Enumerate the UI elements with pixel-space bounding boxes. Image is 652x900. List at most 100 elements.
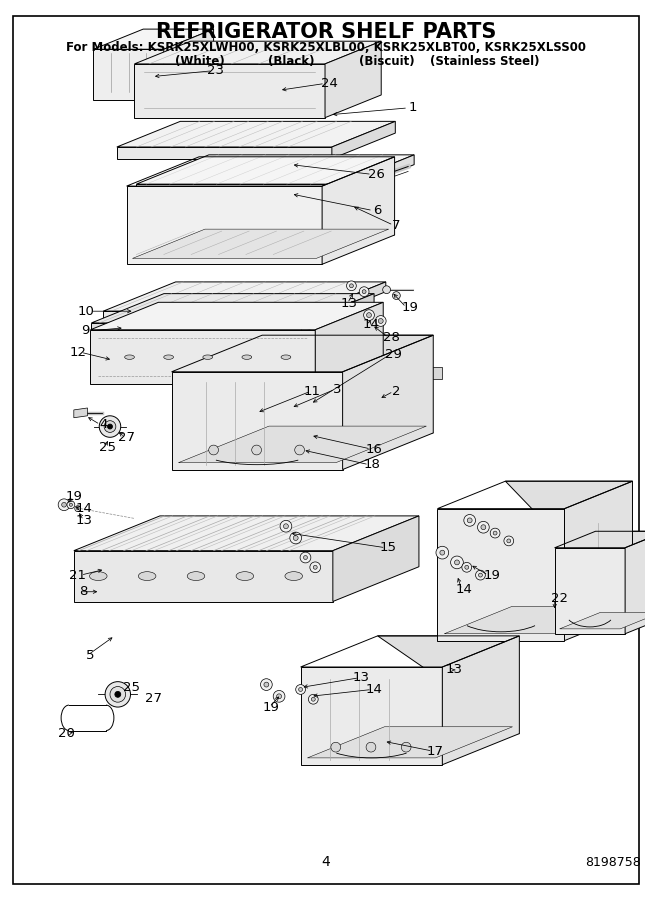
Circle shape (308, 695, 318, 704)
Circle shape (209, 446, 218, 454)
Circle shape (493, 531, 497, 535)
Circle shape (104, 420, 116, 432)
Polygon shape (314, 282, 386, 321)
Polygon shape (91, 293, 374, 323)
Text: 6: 6 (373, 204, 381, 217)
Circle shape (314, 565, 318, 569)
Circle shape (296, 685, 306, 695)
Polygon shape (91, 323, 302, 333)
Text: 8198758: 8198758 (585, 856, 642, 869)
Text: 14: 14 (363, 319, 379, 331)
Text: 12: 12 (69, 346, 86, 359)
Circle shape (290, 532, 302, 544)
Text: 13: 13 (445, 663, 462, 677)
Circle shape (490, 528, 500, 538)
Polygon shape (126, 186, 322, 265)
Circle shape (378, 319, 383, 323)
Circle shape (293, 536, 298, 540)
Polygon shape (333, 516, 419, 601)
Text: 18: 18 (364, 458, 380, 472)
Polygon shape (302, 293, 374, 333)
Text: 4: 4 (321, 856, 331, 869)
Polygon shape (91, 302, 383, 329)
Text: 19: 19 (65, 491, 82, 503)
Ellipse shape (203, 355, 213, 359)
Polygon shape (322, 157, 394, 265)
Circle shape (376, 316, 386, 327)
Text: (White): (White) (175, 56, 225, 68)
Polygon shape (179, 426, 426, 463)
Polygon shape (203, 379, 432, 406)
Polygon shape (378, 636, 520, 734)
Polygon shape (565, 482, 632, 641)
Polygon shape (308, 727, 512, 758)
Polygon shape (342, 335, 433, 470)
Circle shape (464, 515, 475, 526)
Text: 23: 23 (207, 64, 224, 77)
Circle shape (504, 536, 514, 545)
Ellipse shape (187, 572, 205, 580)
Polygon shape (342, 155, 414, 194)
Circle shape (312, 698, 316, 701)
Text: (Biscuit): (Biscuit) (359, 56, 415, 68)
Circle shape (273, 690, 285, 702)
Circle shape (481, 525, 486, 530)
Text: 24: 24 (321, 77, 338, 90)
Text: 13: 13 (341, 297, 358, 310)
Text: 27: 27 (118, 431, 135, 444)
Text: (Black): (Black) (267, 56, 314, 68)
Circle shape (115, 691, 121, 698)
Text: 15: 15 (380, 541, 397, 554)
Circle shape (477, 521, 489, 533)
Circle shape (475, 571, 485, 580)
Circle shape (454, 560, 460, 565)
Ellipse shape (285, 572, 303, 580)
Text: 1: 1 (409, 102, 417, 114)
Polygon shape (117, 147, 332, 158)
Circle shape (467, 518, 472, 523)
Circle shape (76, 508, 79, 509)
Circle shape (62, 502, 67, 507)
Polygon shape (74, 551, 333, 601)
Ellipse shape (89, 572, 107, 580)
Polygon shape (625, 531, 652, 634)
Polygon shape (422, 367, 442, 379)
Polygon shape (132, 230, 389, 258)
Polygon shape (136, 184, 342, 194)
Text: 19: 19 (263, 700, 280, 714)
Polygon shape (103, 282, 386, 311)
Text: 5: 5 (86, 649, 95, 662)
Circle shape (295, 446, 304, 454)
Polygon shape (505, 482, 632, 613)
Circle shape (479, 573, 482, 577)
Circle shape (436, 546, 449, 559)
Circle shape (359, 287, 369, 296)
Polygon shape (74, 408, 87, 418)
Text: 21: 21 (69, 569, 86, 581)
Circle shape (252, 446, 261, 454)
Polygon shape (585, 571, 612, 588)
Circle shape (264, 682, 269, 687)
Circle shape (299, 688, 303, 691)
Text: 14: 14 (455, 583, 472, 597)
Text: 20: 20 (57, 727, 74, 740)
Polygon shape (134, 64, 325, 118)
Polygon shape (91, 329, 316, 383)
Circle shape (364, 310, 374, 320)
Polygon shape (301, 667, 442, 765)
Text: 8: 8 (80, 585, 88, 598)
Polygon shape (171, 372, 342, 470)
Circle shape (276, 694, 282, 698)
Text: 3: 3 (333, 382, 342, 396)
Polygon shape (93, 29, 214, 50)
Circle shape (310, 562, 321, 572)
Text: 27: 27 (145, 692, 162, 705)
Circle shape (261, 679, 273, 690)
Circle shape (99, 416, 121, 437)
Circle shape (366, 742, 376, 752)
Circle shape (284, 524, 288, 528)
Circle shape (462, 562, 471, 572)
Ellipse shape (236, 572, 254, 580)
Polygon shape (199, 157, 394, 235)
Circle shape (300, 552, 311, 562)
